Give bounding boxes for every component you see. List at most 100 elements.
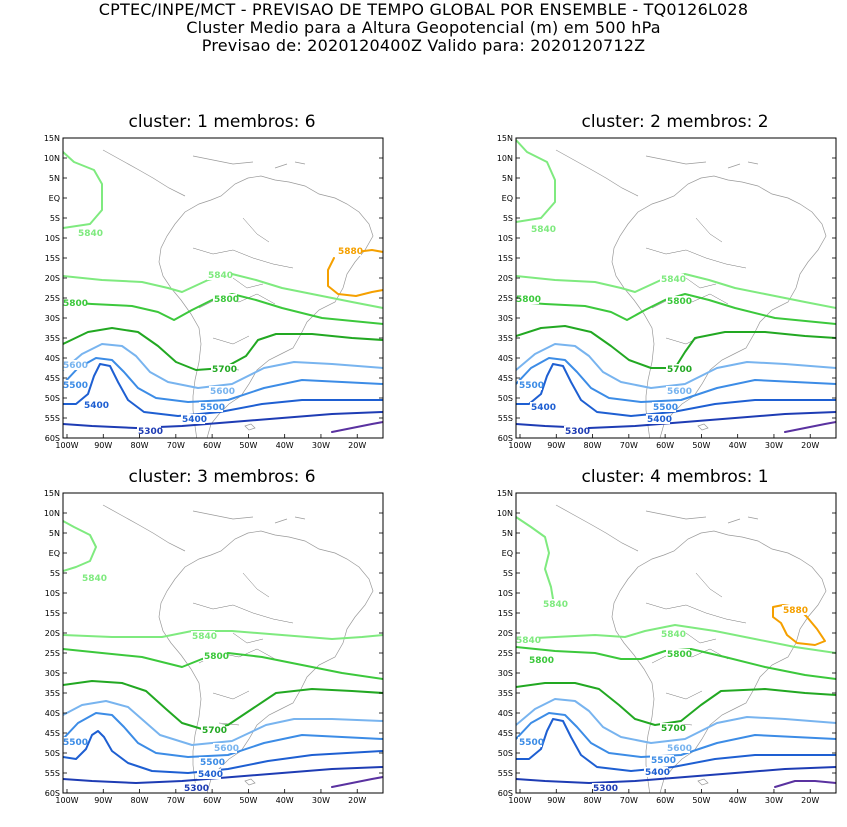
contour-label: 5800	[516, 295, 541, 305]
contour-label: 5800	[667, 297, 692, 307]
contour-label: 5600	[210, 387, 235, 397]
contour-5200	[331, 421, 383, 433]
geopotential-map: 5300 5700 5880 5840 5840 5840 5800 5800 5600 5500…	[497, 489, 837, 805]
lat-tick-label: EQ	[502, 549, 513, 558]
lat-tick-label: 30S	[498, 669, 513, 678]
lat-tick-label: 10N	[44, 509, 60, 518]
lat-tick-label: 15S	[498, 254, 513, 263]
lat-tick-label: 50S	[45, 394, 60, 403]
contour-label: 5800	[63, 299, 88, 309]
contour-label: 5840	[661, 275, 686, 285]
contour-label: 5500	[200, 403, 225, 413]
lat-tick-label: 15N	[44, 134, 60, 143]
panel-title: cluster: 4 membros: 1	[581, 467, 769, 487]
lat-tick-label: 5S	[503, 569, 513, 578]
contour-label: 5400	[647, 415, 672, 425]
contour-label: 5400	[645, 768, 670, 778]
contour-label: 5500	[651, 756, 676, 766]
map-panel-cluster-3: cluster: 3 membros: 6 5300 5700 5840 5840 580…	[32, 467, 412, 807]
map-frame	[515, 492, 837, 794]
contour-label: 5700	[661, 724, 686, 734]
lat-tick-label: 5N	[49, 529, 60, 538]
lon-tick-label: 100W	[55, 441, 78, 450]
contour-label: 5600	[667, 387, 692, 397]
contour-label: 5500	[519, 381, 544, 391]
lon-tick-label: 100W	[55, 796, 78, 805]
contour-5400	[63, 363, 383, 417]
header-line-2: Cluster Medio para a Altura Geopotencial…	[186, 18, 661, 37]
lat-tick-label: 60S	[45, 789, 60, 798]
contour-5840	[516, 624, 836, 654]
lon-tick-label: 90W	[547, 796, 565, 805]
lat-tick-label: 15N	[497, 134, 513, 143]
lon-tick-label: 50W	[239, 441, 257, 450]
lat-tick-label: 60S	[498, 789, 513, 798]
contour-5300	[63, 411, 383, 429]
lat-tick-label: 60S	[498, 434, 513, 443]
lat-tick-label: 20S	[45, 629, 60, 638]
geopotential-map: 5300 5700 5840 5840 5800 5800 5600 5500 5500 5400…	[497, 134, 837, 450]
lon-tick-label: 50W	[692, 796, 710, 805]
lat-tick-label: 25S	[45, 294, 60, 303]
lat-tick-label: 35S	[45, 689, 60, 698]
lat-tick-label: 45S	[498, 729, 513, 738]
contour-5400	[516, 718, 836, 772]
contour-label: 5700	[212, 365, 237, 375]
lat-tick-label: 55S	[45, 414, 60, 423]
lon-tick-label: 20W	[801, 796, 819, 805]
lat-tick-label: 15N	[44, 489, 60, 498]
map-panel-cluster-2: cluster: 2 membros: 2 5300 5700 5840 5840 580…	[485, 112, 847, 452]
panel-title: cluster: 3 membros: 6	[128, 467, 316, 487]
map-panel-cluster-1: cluster: 1 membros: 6 5300 5700 5880 5840 584…	[32, 112, 412, 452]
lon-tick-label: 70W	[167, 441, 185, 450]
lat-tick-label: 10S	[45, 589, 60, 598]
lon-tick-label: 50W	[692, 441, 710, 450]
lon-tick-label: 60W	[203, 441, 221, 450]
lon-tick-label: 30W	[312, 441, 330, 450]
lat-tick-label: 15S	[45, 254, 60, 263]
contour-5600	[516, 343, 836, 389]
contour-label: 5880	[338, 247, 363, 257]
lat-tick-label: 10N	[44, 154, 60, 163]
contour-label: 5400	[84, 401, 109, 411]
contour-label: 5840	[543, 600, 568, 610]
lat-tick-label: 40S	[498, 709, 513, 718]
contour-5800	[516, 293, 836, 325]
contour-5800	[516, 646, 836, 680]
lat-tick-label: EQ	[49, 194, 60, 203]
map-frame	[62, 137, 384, 439]
contour-label: 5800	[214, 295, 239, 305]
contour-label: 5400	[198, 770, 223, 780]
lon-tick-label: 20W	[801, 441, 819, 450]
panel-title: cluster: 1 membros: 6	[128, 112, 316, 132]
contour-label: 5300	[138, 427, 163, 437]
lat-tick-label: 10N	[497, 509, 513, 518]
contour-label: 5700	[667, 365, 692, 375]
figure-header: CPTEC/INPE/MCT - PREVISAO DE TEMPO GLOBA…	[0, 0, 847, 55]
lat-tick-label: 5S	[503, 214, 513, 223]
lat-tick-label: 10S	[498, 589, 513, 598]
contour-label: 5400	[531, 403, 556, 413]
contour-5500	[63, 712, 383, 758]
lon-tick-label: 50W	[239, 796, 257, 805]
lat-tick-label: 15S	[45, 609, 60, 618]
lat-tick-label: EQ	[49, 549, 60, 558]
contour-label: 5880	[783, 606, 808, 616]
lat-tick-label: 15S	[498, 609, 513, 618]
contour-label: 5500	[519, 738, 544, 748]
lon-tick-label: 40W	[276, 441, 294, 450]
panel-title: cluster: 2 membros: 2	[581, 112, 769, 132]
contour-5800	[63, 648, 383, 680]
lat-tick-label: 30S	[45, 669, 60, 678]
lat-tick-label: 5N	[502, 174, 513, 183]
lat-tick-label: 50S	[498, 749, 513, 758]
contour-label: 5500	[63, 381, 88, 391]
contour-label: 5840	[531, 225, 556, 235]
lat-tick-label: 30S	[45, 314, 60, 323]
lat-tick-label: 10N	[497, 154, 513, 163]
lat-tick-label: 55S	[45, 769, 60, 778]
contour-5600	[516, 698, 836, 744]
contour-label: 5840	[208, 271, 233, 281]
contour-label: 5840	[78, 229, 103, 239]
lat-tick-label: 25S	[45, 649, 60, 658]
